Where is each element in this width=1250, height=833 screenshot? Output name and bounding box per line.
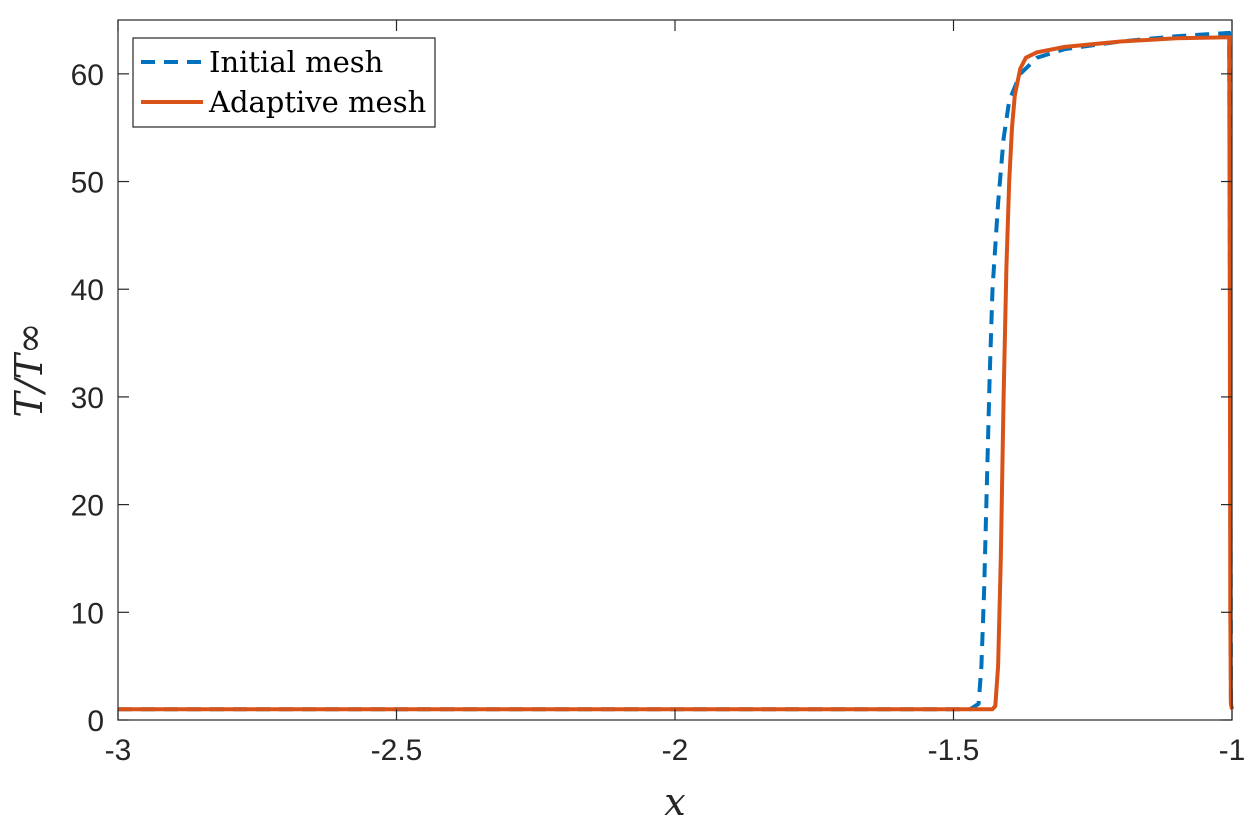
y-axis-label: T/T∞ <box>7 322 51 417</box>
x-axis-label: x <box>664 780 685 824</box>
y-tick-label: 50 <box>71 167 104 200</box>
series-layer <box>118 30 1234 712</box>
plot-area <box>118 20 1232 720</box>
y-tick-label: 10 <box>71 597 104 630</box>
tick-labels: -3 -2.5 -2 -1.5 -1 0 10 20 30 40 50 60 <box>71 59 1246 767</box>
x-tick-label: -3 <box>105 734 132 767</box>
x-tick-label: -1.5 <box>928 734 980 767</box>
tick-marks <box>117 20 1233 721</box>
legend-label-initial-mesh: Initial mesh <box>209 45 383 79</box>
x-tick-label: -2 <box>662 734 689 767</box>
plot-background <box>118 20 1232 720</box>
series-line-adaptive-mesh <box>118 35 1234 712</box>
y-tick-label: 40 <box>71 274 104 307</box>
x-tick-label: -1 <box>1219 734 1246 767</box>
x-tick-label: -2.5 <box>371 734 423 767</box>
legend-label-adaptive-mesh: Adaptive mesh <box>208 85 426 119</box>
series-line-initial-mesh <box>118 30 1234 712</box>
legend-box <box>132 37 436 128</box>
legend: Initial mesh Adaptive mesh <box>132 37 436 128</box>
y-tick-label: 30 <box>71 382 104 415</box>
y-tick-label: 60 <box>71 59 104 92</box>
y-tick-label: 20 <box>71 490 104 523</box>
y-tick-label: 0 <box>87 705 104 738</box>
